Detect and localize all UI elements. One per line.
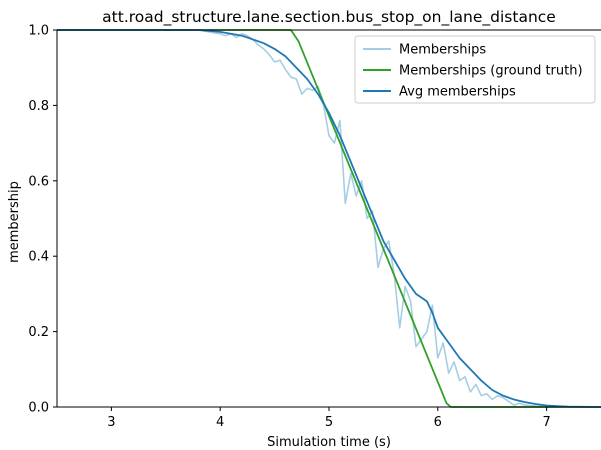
x-tick-label: 4 bbox=[216, 415, 224, 430]
y-tick-label: 0.0 bbox=[28, 401, 49, 416]
x-tick-label: 3 bbox=[107, 415, 115, 430]
y-tick-label: 0.6 bbox=[28, 174, 49, 189]
chart-title: att.road_structure.lane.section.bus_stop… bbox=[102, 8, 556, 27]
x-tick-label: 7 bbox=[542, 415, 550, 430]
x-axis: 3 4 5 6 7 bbox=[107, 407, 551, 430]
series-line-1 bbox=[57, 29, 601, 408]
y-tick-label: 0.8 bbox=[28, 99, 49, 114]
y-axis: 0.0 0.2 0.4 0.6 0.8 1.0 bbox=[28, 24, 57, 416]
legend-box bbox=[354, 35, 596, 104]
y-axis-title: membership bbox=[7, 181, 22, 263]
legend-label: Memberships bbox=[399, 43, 486, 58]
legend: Memberships Memberships (ground truth) Avg… bbox=[354, 35, 596, 104]
legend-label: Avg memberships bbox=[399, 85, 516, 100]
y-tick-label: 0.4 bbox=[28, 250, 49, 265]
series-line-3 bbox=[57, 29, 601, 408]
x-tick-label: 6 bbox=[434, 415, 442, 430]
x-axis-title: Simulation time (s) bbox=[267, 435, 391, 450]
y-tick-label: 1.0 bbox=[28, 24, 49, 39]
y-tick-label: 0.2 bbox=[28, 325, 49, 340]
x-tick-label: 5 bbox=[325, 415, 333, 430]
legend-label: Memberships (ground truth) bbox=[399, 64, 583, 79]
